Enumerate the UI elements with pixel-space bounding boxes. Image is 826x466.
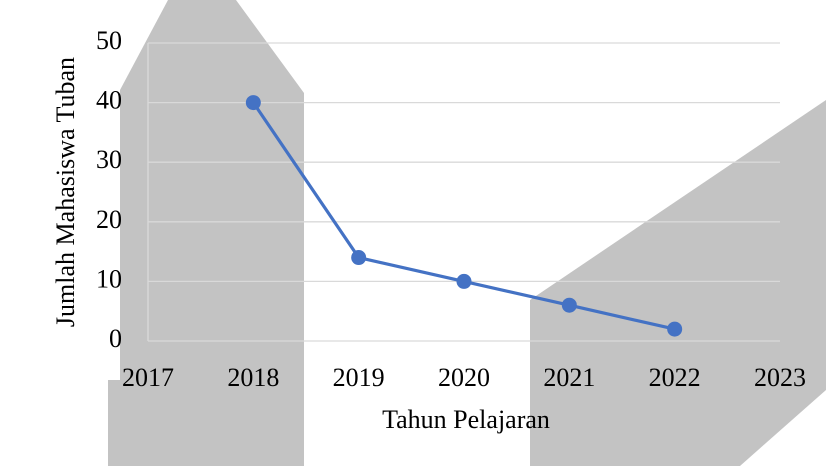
y-tick-label: 40 bbox=[96, 86, 122, 115]
x-tick-label: 2023 bbox=[754, 363, 806, 392]
y-tick-label: 10 bbox=[96, 264, 122, 293]
marker bbox=[667, 321, 683, 337]
marker bbox=[561, 297, 577, 313]
x-tick-label: 2018 bbox=[227, 363, 279, 392]
y-tick-label: 20 bbox=[96, 205, 122, 234]
marker bbox=[245, 95, 261, 111]
y-tick-label: 50 bbox=[96, 26, 122, 55]
marker bbox=[456, 273, 472, 289]
watermark bbox=[108, 0, 826, 466]
watermark-shape bbox=[530, 100, 826, 466]
marker bbox=[351, 250, 367, 266]
x-tick-label: 2021 bbox=[543, 363, 595, 392]
x-tick-label: 2019 bbox=[333, 363, 385, 392]
y-tick-label: 30 bbox=[96, 145, 122, 174]
x-tick-label: 2017 bbox=[122, 363, 174, 392]
x-axis-label: Tahun Pelajaran bbox=[382, 405, 550, 434]
plot bbox=[245, 95, 683, 337]
x-tick-label: 2020 bbox=[438, 363, 490, 392]
y-tick-label: 0 bbox=[109, 324, 122, 353]
x-tick-label: 2022 bbox=[649, 363, 701, 392]
y-axis-label: Jumlah Mahasiswa Tuban bbox=[51, 57, 80, 327]
watermark-shape bbox=[108, 0, 304, 466]
